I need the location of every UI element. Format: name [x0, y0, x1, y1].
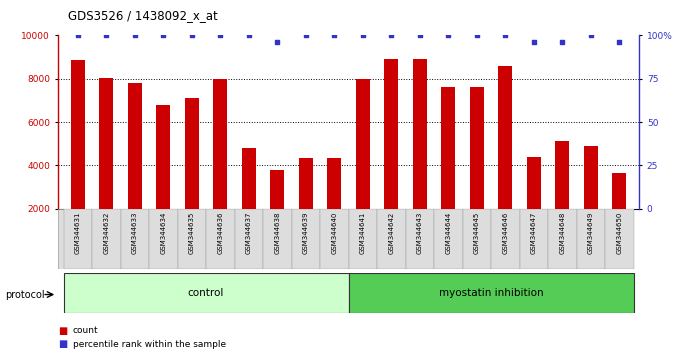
- Point: [186, 33, 197, 38]
- Bar: [526, 157, 541, 252]
- Bar: [405, 209, 434, 269]
- Text: count: count: [73, 326, 99, 336]
- Point: [272, 40, 283, 45]
- Text: GSM344637: GSM344637: [245, 212, 252, 255]
- Bar: [462, 209, 491, 269]
- Bar: [241, 148, 256, 252]
- Bar: [491, 209, 520, 269]
- Bar: [434, 209, 462, 269]
- Point: [243, 33, 254, 38]
- Text: GSM344636: GSM344636: [217, 212, 223, 255]
- Bar: [99, 78, 114, 252]
- Bar: [577, 209, 605, 269]
- Text: GSM344645: GSM344645: [474, 212, 480, 254]
- Text: GSM344638: GSM344638: [274, 212, 280, 255]
- Bar: [185, 98, 199, 252]
- Bar: [498, 66, 512, 252]
- Bar: [327, 158, 341, 252]
- Text: GSM344641: GSM344641: [360, 212, 366, 254]
- Bar: [605, 209, 634, 269]
- Bar: [71, 60, 85, 252]
- Bar: [384, 59, 398, 252]
- Bar: [292, 209, 320, 269]
- Bar: [149, 209, 177, 269]
- Point: [329, 33, 340, 38]
- Point: [414, 33, 425, 38]
- Text: GSM344644: GSM344644: [445, 212, 452, 254]
- Bar: [63, 273, 349, 313]
- Point: [158, 33, 169, 38]
- Bar: [235, 209, 263, 269]
- Bar: [377, 209, 405, 269]
- Text: myostatin inhibition: myostatin inhibition: [439, 288, 543, 298]
- Text: GSM344632: GSM344632: [103, 212, 109, 254]
- Bar: [441, 87, 456, 252]
- Text: ■: ■: [58, 339, 67, 349]
- Text: GSM344642: GSM344642: [388, 212, 394, 254]
- Text: GSM344648: GSM344648: [559, 212, 565, 254]
- Text: ■: ■: [58, 326, 67, 336]
- Point: [500, 33, 511, 38]
- Text: GSM344635: GSM344635: [189, 212, 194, 254]
- Bar: [213, 79, 227, 252]
- Text: GSM344640: GSM344640: [331, 212, 337, 254]
- Bar: [263, 209, 292, 269]
- Point: [557, 40, 568, 45]
- Point: [215, 33, 226, 38]
- Bar: [206, 209, 235, 269]
- Text: GDS3526 / 1438092_x_at: GDS3526 / 1438092_x_at: [68, 9, 218, 22]
- Point: [357, 33, 368, 38]
- Point: [301, 33, 311, 38]
- Point: [614, 40, 625, 45]
- Text: GSM344633: GSM344633: [132, 212, 138, 255]
- Text: GSM344634: GSM344634: [160, 212, 166, 254]
- Bar: [63, 209, 92, 269]
- Bar: [156, 105, 171, 252]
- Point: [72, 33, 83, 38]
- Text: GSM344631: GSM344631: [75, 212, 81, 255]
- Bar: [92, 209, 120, 269]
- Text: control: control: [188, 288, 224, 298]
- Point: [471, 33, 482, 38]
- Text: GSM344643: GSM344643: [417, 212, 423, 254]
- Bar: [583, 146, 598, 252]
- Point: [386, 33, 396, 38]
- Bar: [120, 209, 149, 269]
- Bar: [177, 209, 206, 269]
- Bar: [555, 141, 569, 252]
- Bar: [470, 87, 484, 252]
- Text: GSM344647: GSM344647: [531, 212, 537, 254]
- Point: [528, 40, 539, 45]
- Bar: [413, 59, 427, 252]
- Bar: [128, 83, 142, 252]
- Point: [443, 33, 454, 38]
- Bar: [548, 209, 577, 269]
- Text: GSM344639: GSM344639: [303, 212, 309, 255]
- Text: percentile rank within the sample: percentile rank within the sample: [73, 339, 226, 349]
- Bar: [356, 79, 370, 252]
- Bar: [349, 209, 377, 269]
- Bar: [612, 173, 626, 252]
- Text: protocol: protocol: [5, 290, 45, 300]
- Bar: [520, 209, 548, 269]
- Bar: [299, 158, 313, 252]
- Bar: [320, 209, 348, 269]
- Text: GSM344649: GSM344649: [588, 212, 594, 254]
- Bar: [270, 170, 284, 252]
- Text: GSM344650: GSM344650: [616, 212, 622, 254]
- Point: [585, 33, 596, 38]
- Point: [101, 33, 112, 38]
- Point: [129, 33, 140, 38]
- Text: GSM344646: GSM344646: [503, 212, 508, 254]
- Bar: [349, 273, 634, 313]
